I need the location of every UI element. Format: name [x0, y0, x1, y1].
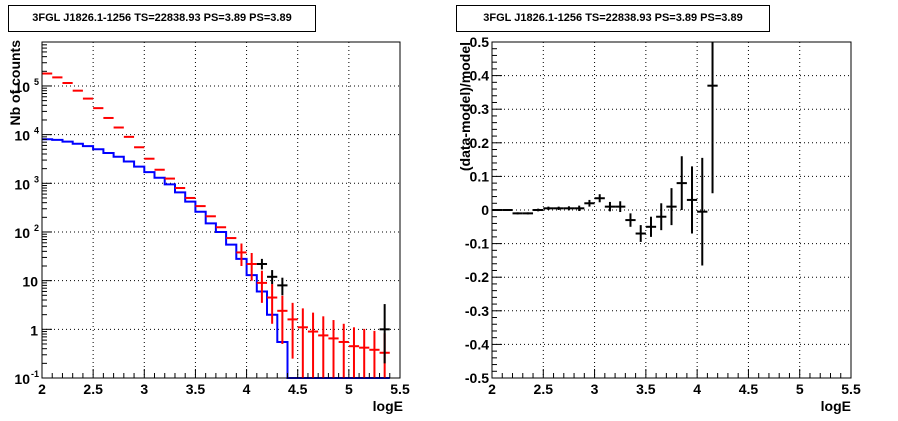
right-x-axis-label: logE [821, 398, 851, 414]
residual-point [604, 201, 616, 212]
left-y-tick-label: 10 [14, 176, 30, 192]
right-x-tick-label: 2.5 [534, 381, 554, 397]
right-y-tick-label: 0.4 [470, 68, 490, 84]
right-x-tick-label: 3 [591, 381, 599, 397]
red-model-point [277, 295, 288, 344]
red-model-point [328, 320, 339, 378]
left-y-tick-label: 1 [30, 322, 38, 338]
left-y-tick-exponent: 4 [34, 126, 39, 136]
residual-point [594, 194, 605, 203]
residual-point [676, 156, 687, 210]
residual-point [563, 206, 575, 211]
left-grid [42, 42, 400, 378]
left-x-tick-label: 3.5 [186, 381, 206, 397]
residual-point [645, 216, 657, 237]
residual-point [656, 203, 667, 231]
data-point [256, 258, 268, 270]
red-model-point [359, 328, 370, 378]
data-point [267, 270, 278, 285]
red-model-point [338, 323, 349, 378]
blue-model-histogram [42, 138, 390, 379]
residual-point [522, 212, 534, 215]
red-model-point [307, 312, 319, 378]
right-x-tick-label: 5.5 [841, 381, 861, 397]
data-point [379, 304, 390, 364]
left-y-tick-exponent: -1 [31, 369, 39, 379]
left-y-axis-label: Nb of counts [7, 40, 23, 126]
right-y-tick-label: 0 [481, 202, 489, 218]
left-y-tick-label: 10 [14, 79, 30, 95]
right-x-tick-label: 2 [488, 381, 496, 397]
residual-point [512, 212, 523, 215]
residual-point [584, 199, 595, 207]
red-model-point [246, 252, 257, 281]
right-y-axis-label: (data-model)/model [457, 42, 473, 171]
left-y-tick-label: 10 [14, 371, 30, 387]
red-model-point [297, 308, 308, 378]
residual-point [533, 208, 544, 212]
red-model-point [287, 302, 298, 359]
left-x-tick-label: 5 [345, 381, 353, 397]
red-model-point [318, 316, 329, 378]
residual-point [553, 206, 564, 210]
left-y-tick-label: 10 [22, 274, 38, 290]
left-x-tick-label: 2 [38, 381, 46, 397]
red-model-point [369, 330, 380, 378]
residual-point [707, 42, 718, 194]
residual-point [502, 209, 513, 211]
left-chart-title: 3FGL J1826.1-1256 TS=22838.93 PS=3.89 PS… [8, 5, 316, 32]
right-y-tick-label: -0.3 [465, 303, 489, 319]
right-y-tick-label: 0.1 [470, 168, 490, 184]
right-y-tick-label: -0.1 [465, 236, 489, 252]
left-y-tick-label: 10 [14, 128, 30, 144]
residual-point [543, 206, 554, 210]
right-axes: 2 2.5 3 3.5 4 4.5 5 5.5 -0.5 -0.4 -0.3 -0.2 -0.1 0 0.1… [465, 34, 861, 397]
residual-point [697, 157, 708, 266]
right-y-tick-label: -0.2 [465, 269, 489, 285]
red-model-point [256, 270, 268, 303]
left-x-axis-label: logE [373, 398, 403, 414]
left-x-tick-label: 5.5 [390, 381, 410, 397]
right-chart-panel: 2 2.5 3 3.5 4 4.5 5 5.5 -0.5 -0.4 -0.3 -0.2 -0.1 0 0.1… [457, 34, 861, 414]
residual-point [635, 225, 646, 242]
red-model-point [236, 243, 247, 266]
left-y-tick-label: 10 [14, 225, 30, 241]
left-x-tick-label: 3 [140, 381, 148, 397]
left-y-tick-exponent: 3 [34, 174, 39, 184]
right-x-tick-label: 3.5 [636, 381, 656, 397]
right-x-tick-label: 4 [693, 381, 701, 397]
right-y-tick-label: 0.5 [470, 34, 490, 50]
left-y-tick-exponent: 2 [34, 223, 39, 233]
right-y-tick-label: 0.2 [470, 135, 490, 151]
left-x-tick-label: 4.5 [288, 381, 308, 397]
residual-point [615, 201, 626, 213]
left-y-tick-exponent: 5 [34, 77, 39, 87]
residual-point [574, 205, 585, 212]
residual-point [666, 188, 677, 226]
left-series [42, 72, 390, 379]
right-x-tick-label: 4.5 [739, 381, 759, 397]
red-model-point [348, 327, 360, 378]
residual-point [686, 166, 698, 234]
left-x-tick-label: 2.5 [83, 381, 103, 397]
right-y-tick-label: 0.3 [470, 101, 490, 117]
right-x-tick-label: 5 [796, 381, 804, 397]
right-chart-title: 3FGL J1826.1-1256 TS=22838.93 PS=3.89 PS… [456, 5, 770, 32]
residual-point [625, 213, 636, 227]
left-x-tick-label: 4 [243, 381, 251, 397]
red-model-point [267, 284, 278, 324]
right-y-tick-label: -0.5 [465, 370, 489, 386]
right-y-tick-label: -0.4 [465, 336, 489, 352]
left-plot-frame [41, 41, 401, 379]
data-point [277, 277, 288, 296]
